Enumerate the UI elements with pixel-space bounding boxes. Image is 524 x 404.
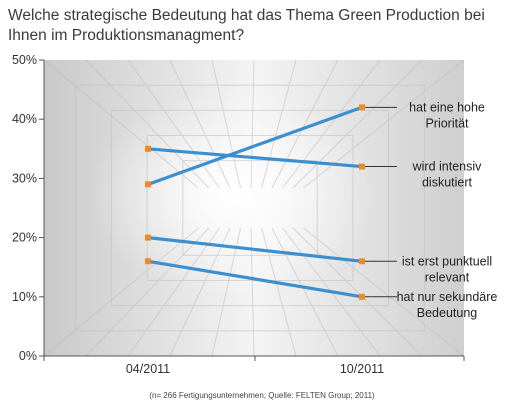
- series-label-line: ist erst punktuell: [402, 254, 492, 268]
- chart-title-line-1: Welche strategische Bedeutung hat das Th…: [8, 7, 485, 24]
- plot-background: [43, 59, 465, 357]
- tunnel-line: [271, 227, 339, 357]
- series-3: [145, 234, 365, 265]
- series-1: [145, 104, 365, 188]
- tunnel-frame: [182, 160, 318, 256]
- series-label-line: relevant: [425, 270, 470, 284]
- tunnel-decoration: [43, 59, 465, 357]
- y-tick-label: 40%: [12, 112, 37, 126]
- series-line: [146, 105, 364, 186]
- series-2: [145, 145, 365, 170]
- tunnel-frame: [110, 109, 390, 307]
- series-label: ist erst punktuell relevant: [402, 254, 492, 284]
- chart-title: Welche strategische Bedeutung hat das Th…: [8, 7, 485, 44]
- series-label-line: hat eine hohe: [409, 100, 485, 114]
- tunnel-line: [292, 59, 423, 189]
- series-label-line: Bedeutung: [417, 306, 478, 320]
- data-point: [359, 163, 365, 170]
- data-point: [359, 293, 365, 300]
- tunnel-line: [271, 59, 339, 189]
- series-4: [145, 258, 365, 300]
- tunnel-line: [282, 59, 381, 189]
- series-label: hat nur sekundäre Bedeutung: [397, 290, 498, 320]
- y-tick-label: 30%: [12, 171, 37, 185]
- data-point: [145, 181, 151, 188]
- tunnel-line: [43, 59, 199, 189]
- series-line: [146, 147, 364, 169]
- tunnel-line: [250, 59, 255, 189]
- data-point: [359, 258, 365, 265]
- tunnel-line: [85, 59, 210, 189]
- tunnel-line: [303, 227, 465, 357]
- source-note: (n= 266 Fertigungsunternehmen; Quelle: F…: [149, 391, 375, 400]
- data-point: [359, 104, 365, 111]
- axes: 0% 10% 20% 30% 40% 50% 04/2011 10/2011: [12, 53, 465, 376]
- data-point: [145, 258, 151, 265]
- data-point: [145, 145, 151, 152]
- x-tick-label: 10/2011: [340, 362, 384, 376]
- chart-title-line-2: Ihnen im Produktionsmanagment?: [8, 27, 244, 44]
- tunnel-frame: [75, 84, 425, 332]
- tunnel-line: [303, 59, 465, 189]
- y-tick-label: 0%: [19, 349, 37, 363]
- y-tick-label: 10%: [12, 290, 37, 304]
- series-line: [146, 259, 364, 299]
- tunnel-line: [261, 59, 297, 189]
- tunnel-line: [169, 227, 231, 357]
- tunnel-line: [211, 227, 241, 357]
- tunnel-line: [169, 59, 231, 189]
- tunnel-frame: [146, 134, 354, 282]
- y-tick-label: 50%: [12, 53, 37, 67]
- series-label: wird intensiv diskutiert: [412, 160, 483, 190]
- series-label-line: wird intensiv: [412, 160, 483, 174]
- plot-background-glow: [44, 60, 464, 356]
- tunnel-line: [85, 227, 210, 357]
- y-tick-label: 20%: [12, 231, 37, 245]
- series-label: hat eine hohe Priorität: [409, 100, 485, 130]
- series-line: [146, 236, 364, 263]
- series-label-line: Priorität: [425, 116, 469, 130]
- data-point: [145, 234, 151, 241]
- series-label-line: diskutiert: [422, 176, 473, 190]
- tunnel-line: [292, 227, 423, 357]
- series-labels: hat eine hohe Priorität wird intensiv disku…: [365, 100, 498, 320]
- tunnel-line: [127, 59, 220, 189]
- x-tick-label: 04/2011: [126, 362, 170, 376]
- series-group: [145, 104, 365, 300]
- tunnel-line: [43, 227, 199, 357]
- series-label-line: hat nur sekundäre: [397, 290, 498, 304]
- tunnel-line: [211, 59, 241, 189]
- tunnel-line: [127, 227, 220, 357]
